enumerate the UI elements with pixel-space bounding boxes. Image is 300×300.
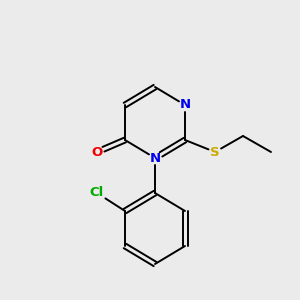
Text: O: O	[92, 146, 103, 158]
Text: N: N	[179, 98, 191, 112]
Text: N: N	[149, 152, 161, 164]
Text: S: S	[210, 146, 220, 158]
Text: Cl: Cl	[90, 187, 104, 200]
